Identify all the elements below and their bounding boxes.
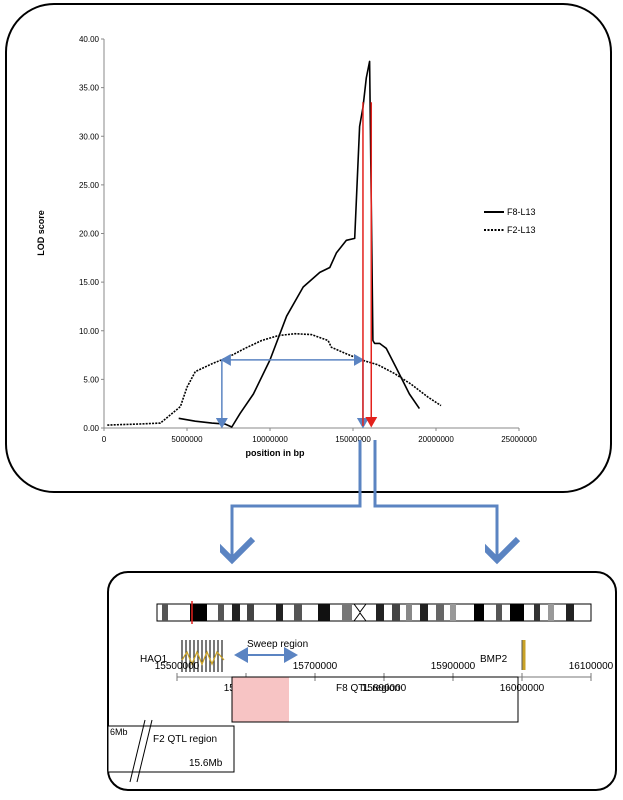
break-mark-2 — [136, 719, 153, 783]
ideogram-band — [420, 604, 428, 621]
ideogram-band — [392, 604, 400, 621]
sweep-highlight — [232, 677, 289, 722]
scale-label-upper: 15900000 — [431, 661, 476, 672]
f2-qtl-label: F2 QTL region — [153, 734, 217, 745]
ideogram-band — [232, 604, 240, 621]
hao1-gene-icon — [181, 640, 225, 672]
f2-left-label: 6Mb — [110, 727, 128, 737]
ideogram-band — [566, 604, 574, 621]
scale-label-upper: 15500000 — [155, 661, 200, 672]
f8-qtl-box — [231, 676, 519, 723]
ideogram-band — [247, 604, 254, 621]
y-tick-label: 30.00 — [79, 132, 100, 141]
ideogram-band — [318, 604, 330, 621]
legend: F8-L13 F2-L13 — [484, 207, 536, 235]
ideogram-band — [496, 604, 502, 621]
ideogram-band — [218, 604, 224, 621]
x-tick-label: 0 — [102, 435, 107, 444]
ideogram-band — [276, 604, 283, 621]
x-tick-label: 25000000 — [501, 435, 537, 444]
ideogram-band — [294, 604, 302, 621]
ideogram-band — [474, 604, 484, 621]
chromosome-ideogram — [156, 601, 592, 624]
region-panel — [107, 571, 617, 791]
legend-label-f8: F8-L13 — [507, 207, 536, 217]
connector-left — [232, 440, 362, 560]
break-mark-1 — [129, 719, 146, 783]
hao1-intron — [181, 650, 225, 666]
connector-right — [373, 440, 497, 560]
y-tick-label: 35.00 — [79, 84, 100, 93]
y-tick-label: 0.00 — [83, 424, 99, 433]
ideogram-band — [510, 604, 524, 621]
y-tick-label: 25.00 — [79, 181, 100, 190]
scale-label-lower: 16000000 — [500, 683, 545, 694]
x-tick-label: 5000000 — [171, 435, 203, 444]
y-tick-label: 15.00 — [79, 278, 100, 287]
y-tick-label: 10.00 — [79, 327, 100, 336]
y-tick-label: 40.00 — [79, 35, 100, 44]
scale-label-upper: 15700000 — [293, 661, 338, 672]
x-tick-label: 20000000 — [418, 435, 454, 444]
series-line-f8-l13 — [178, 60, 421, 428]
scale-label-upper: 16100000 — [569, 661, 614, 672]
hao1-label: HAO1 — [140, 654, 168, 665]
legend-label-f2: F2-L13 — [507, 225, 536, 235]
connector-arrows — [232, 440, 497, 560]
x-tick-label: 15000000 — [335, 435, 371, 444]
f8-qtl-label: F8 QTL region — [336, 683, 400, 694]
ideogram-band — [436, 604, 444, 621]
lod-plot: 0.00 5.00 10.00 15.00 20.00 25.00 30.00 35.00 40… — [79, 35, 537, 444]
y-axis-label: LOD score — [36, 210, 46, 256]
ideogram-band — [342, 604, 352, 621]
sweep-label: Sweep region — [247, 639, 308, 650]
centromere-mark — [353, 603, 367, 622]
x-axis-label: position in bp — [246, 448, 305, 458]
y-tick-label: 20.00 — [79, 230, 100, 239]
x-tick-label: 10000000 — [252, 435, 288, 444]
ideogram-band — [548, 604, 554, 621]
ideogram-band — [162, 604, 168, 621]
ideogram-band — [376, 604, 384, 621]
scale-label-lower: 15800000 — [362, 683, 407, 694]
ideogram-band — [406, 604, 412, 621]
ideogram-band — [190, 604, 207, 621]
f2-qtl-box — [107, 725, 235, 773]
series-line-f2-l13 — [107, 332, 442, 426]
f2-right-label: 15.6Mb — [189, 758, 223, 769]
chart-panel — [5, 3, 612, 493]
ideogram-band — [450, 604, 456, 621]
ideogram-band — [534, 604, 540, 621]
bmp2-label: BMP2 — [480, 654, 508, 665]
y-tick-label: 5.00 — [83, 375, 99, 384]
